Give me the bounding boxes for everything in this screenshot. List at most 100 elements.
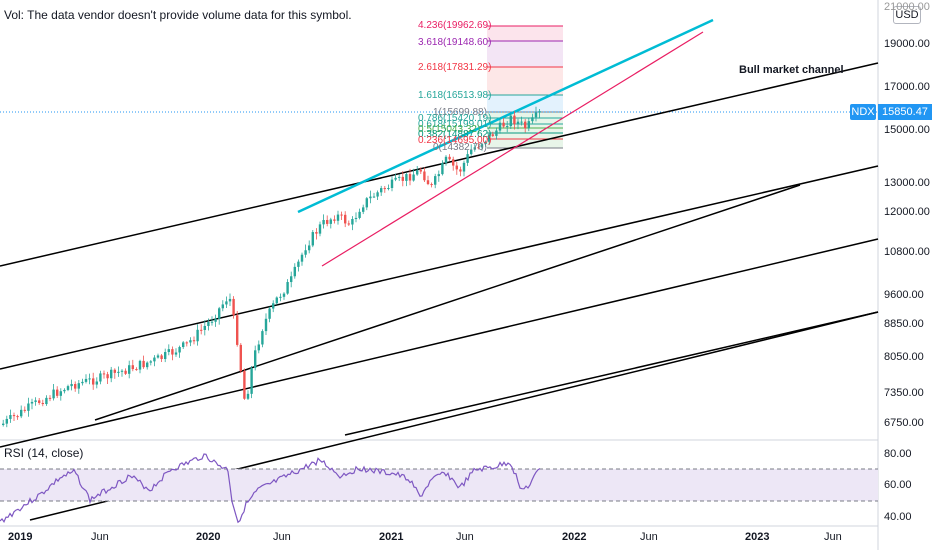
- candle: [156, 355, 160, 358]
- candle: [434, 176, 437, 185]
- candle: [142, 360, 145, 368]
- candle: [239, 344, 242, 372]
- price-axis-label: 15000.00: [884, 124, 930, 136]
- candle: [351, 219, 354, 225]
- candle: [293, 266, 296, 277]
- candle: [2, 423, 5, 425]
- last-price-badge: 15850.47: [878, 104, 932, 120]
- time-axis-label: 2019: [8, 531, 33, 543]
- candle: [300, 254, 304, 262]
- candle: [506, 126, 509, 128]
- price-axis-label: 6750.00: [884, 417, 924, 429]
- time-axis-label: Jun: [91, 531, 109, 543]
- candle: [513, 115, 516, 125]
- time-axis-label: Jun: [640, 531, 658, 543]
- candle: [38, 400, 41, 403]
- candle: [146, 362, 149, 368]
- channel-line: [0, 238, 879, 448]
- fib-label: 0.236(14695.00): [418, 135, 492, 146]
- candle: [326, 219, 329, 224]
- candle: [106, 374, 109, 379]
- candle: [290, 276, 293, 283]
- candle: [203, 325, 206, 330]
- candle: [128, 365, 131, 374]
- candle: [236, 315, 239, 345]
- candle: [538, 111, 541, 113]
- candle: [27, 403, 30, 411]
- price-axis-label: 13000.00: [884, 177, 930, 189]
- candle: [347, 223, 350, 225]
- candle: [333, 219, 336, 221]
- candle: [160, 355, 163, 360]
- candle: [88, 378, 91, 380]
- wedge-upper-line[interactable]: [297, 18, 714, 214]
- candle: [502, 122, 505, 127]
- candle: [390, 179, 394, 189]
- candle: [498, 122, 502, 131]
- candle: [426, 180, 430, 185]
- candle: [398, 176, 401, 178]
- candle: [207, 321, 210, 326]
- rsi-indicator-label[interactable]: RSI (14, close): [4, 446, 84, 460]
- candle: [358, 211, 361, 218]
- candle: [452, 159, 455, 166]
- price-axis-label: 10800.00: [884, 246, 930, 258]
- candle: [30, 401, 34, 404]
- candle: [92, 378, 95, 385]
- candle: [304, 250, 307, 255]
- candle: [257, 344, 260, 351]
- candle: [340, 214, 343, 216]
- candle: [149, 361, 152, 363]
- candle: [520, 121, 523, 123]
- candle: [362, 207, 365, 212]
- candle: [286, 282, 289, 294]
- candle: [470, 149, 473, 155]
- channel-line: [0, 62, 879, 267]
- fib-label: 0.786(15420.19): [418, 113, 492, 124]
- candle: [110, 369, 113, 379]
- wedge-lower-line[interactable]: [321, 31, 704, 267]
- candle: [81, 381, 84, 384]
- candle: [527, 121, 530, 129]
- candle: [23, 409, 26, 411]
- candle: [488, 134, 491, 142]
- currency-button[interactable]: USD: [893, 6, 921, 24]
- candle: [228, 298, 232, 302]
- candle: [423, 171, 426, 181]
- price-axis-label: 8050.00: [884, 351, 924, 363]
- candle: [491, 134, 494, 136]
- candle: [437, 174, 440, 177]
- candle: [95, 381, 98, 385]
- candle: [495, 130, 498, 136]
- candle: [99, 373, 102, 382]
- candle: [524, 121, 527, 129]
- channel-line: [344, 311, 879, 436]
- fib-label: 0.618(15199.01): [418, 119, 492, 130]
- candle: [315, 232, 318, 234]
- rsi-pane: [0, 453, 878, 524]
- symbol-badge: NDX: [850, 104, 876, 120]
- candle: [48, 397, 52, 399]
- candle: [401, 176, 404, 181]
- bull-market-channel[interactable]: [0, 62, 879, 521]
- rsi-axis-label: 60.00: [884, 479, 912, 491]
- candle: [218, 308, 221, 319]
- candle: [214, 318, 217, 322]
- candle: [448, 156, 451, 160]
- candle: [56, 389, 59, 396]
- candle: [225, 301, 228, 305]
- candle: [329, 219, 332, 224]
- price-axis-label: 17000.00: [884, 81, 930, 93]
- candle: [16, 416, 19, 418]
- channel-line: [94, 184, 801, 421]
- candle: [189, 340, 192, 343]
- candle: [131, 365, 134, 370]
- candle: [455, 165, 458, 170]
- rsi-axis-label: 40.00: [884, 511, 912, 523]
- price-axis-label: 19000.00: [884, 38, 930, 50]
- fib-band: [487, 95, 563, 112]
- candle: [135, 369, 138, 371]
- candle: [9, 415, 12, 419]
- channel-annotation[interactable]: Bull market channel: [739, 64, 844, 76]
